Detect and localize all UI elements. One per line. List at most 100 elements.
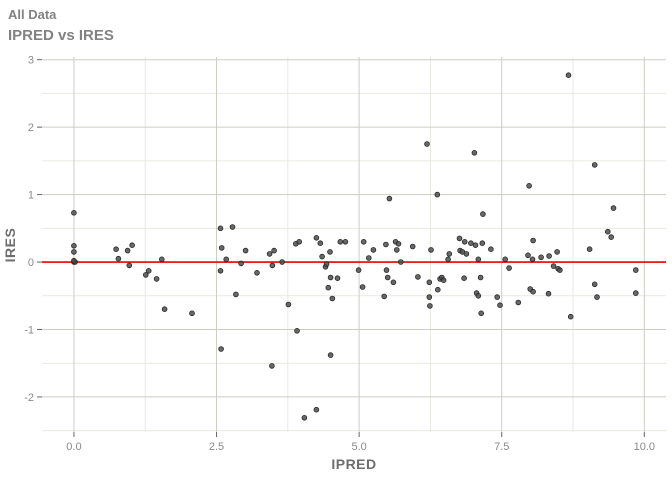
data-point — [217, 267, 224, 274]
data-point — [591, 281, 598, 288]
data-point — [471, 150, 478, 156]
y-tick-label: -1 — [24, 324, 34, 336]
data-point — [468, 240, 474, 247]
data-point — [383, 267, 390, 273]
y-tick-label: 1 — [28, 190, 34, 202]
data-point — [301, 414, 308, 421]
data-point — [479, 240, 486, 247]
data-point — [475, 256, 482, 263]
data-point — [463, 251, 470, 257]
data-point — [254, 269, 260, 276]
data-point — [279, 259, 285, 265]
data-point — [529, 256, 536, 263]
data-point — [189, 310, 195, 317]
data-point — [446, 251, 453, 257]
data-point — [233, 291, 239, 298]
x-tick-label: 10.0 — [634, 441, 655, 453]
data-point — [360, 239, 367, 245]
data-point — [591, 162, 598, 168]
data-point — [567, 313, 574, 320]
data-point — [475, 292, 482, 299]
chart-subtitle: IPRED vs IRES — [8, 27, 114, 44]
data-point — [632, 290, 639, 296]
data-point — [317, 240, 324, 247]
data-point — [381, 293, 388, 300]
y-tick-label: -2 — [24, 392, 34, 404]
data-point — [409, 243, 416, 250]
x-tick-label: 2.5 — [209, 441, 224, 453]
data-point — [218, 245, 225, 251]
data-point — [440, 277, 447, 284]
data-point — [229, 224, 236, 230]
chart-title: All Data — [8, 7, 57, 22]
data-point — [145, 267, 152, 274]
data-point — [327, 352, 334, 358]
data-point — [494, 294, 501, 300]
data-point — [71, 210, 77, 216]
data-point — [554, 249, 560, 255]
data-point — [113, 246, 119, 253]
data-point — [393, 247, 400, 253]
data-point — [342, 239, 349, 245]
data-point — [313, 406, 320, 413]
data-point — [365, 255, 372, 261]
data-point — [586, 246, 593, 253]
data-point — [238, 260, 244, 267]
data-point — [488, 246, 494, 253]
data-point — [427, 303, 433, 309]
data-point — [159, 256, 165, 263]
data-point — [424, 141, 430, 147]
data-point — [329, 295, 336, 302]
data-point — [515, 299, 522, 306]
data-point — [327, 274, 334, 281]
data-point — [477, 274, 484, 281]
data-point — [550, 263, 557, 269]
data-point — [525, 252, 531, 259]
data-point — [143, 272, 149, 278]
data-point — [153, 276, 160, 282]
data-point — [269, 363, 275, 369]
data-point — [530, 237, 536, 244]
data-point — [323, 261, 330, 267]
data-point — [115, 255, 122, 262]
data-point — [355, 267, 362, 273]
data-point — [610, 205, 617, 211]
data-point — [313, 235, 320, 241]
y-tick-label: 0 — [28, 257, 34, 269]
data-point — [557, 267, 563, 273]
data-point — [384, 274, 391, 281]
data-point — [478, 310, 485, 317]
data-point — [386, 195, 393, 202]
y-tick-label: 3 — [28, 55, 34, 67]
data-point — [426, 294, 433, 300]
y-tick-label: 2 — [28, 122, 34, 134]
data-point — [266, 251, 273, 257]
data-point — [223, 256, 230, 263]
data-point — [604, 228, 611, 235]
data-point — [434, 191, 441, 198]
data-point — [526, 183, 532, 189]
data-point — [530, 288, 536, 295]
data-point — [271, 247, 277, 254]
data-point — [217, 225, 224, 232]
data-point — [383, 241, 389, 248]
data-point — [546, 253, 552, 259]
data-point — [502, 256, 509, 263]
data-point — [126, 262, 133, 269]
data-point — [334, 275, 341, 282]
data-point — [445, 256, 451, 263]
data-point — [428, 247, 434, 253]
data-point — [397, 259, 404, 265]
data-point — [296, 239, 303, 245]
data-point — [285, 301, 292, 308]
y-axis-title: IRES — [2, 227, 18, 263]
data-point — [242, 247, 249, 254]
data-point — [327, 249, 333, 255]
data-point — [319, 253, 325, 260]
data-point — [545, 290, 552, 297]
data-point — [218, 346, 224, 352]
data-point — [395, 241, 402, 247]
x-axis-title: IPRED — [331, 456, 377, 472]
data-point — [390, 279, 397, 286]
